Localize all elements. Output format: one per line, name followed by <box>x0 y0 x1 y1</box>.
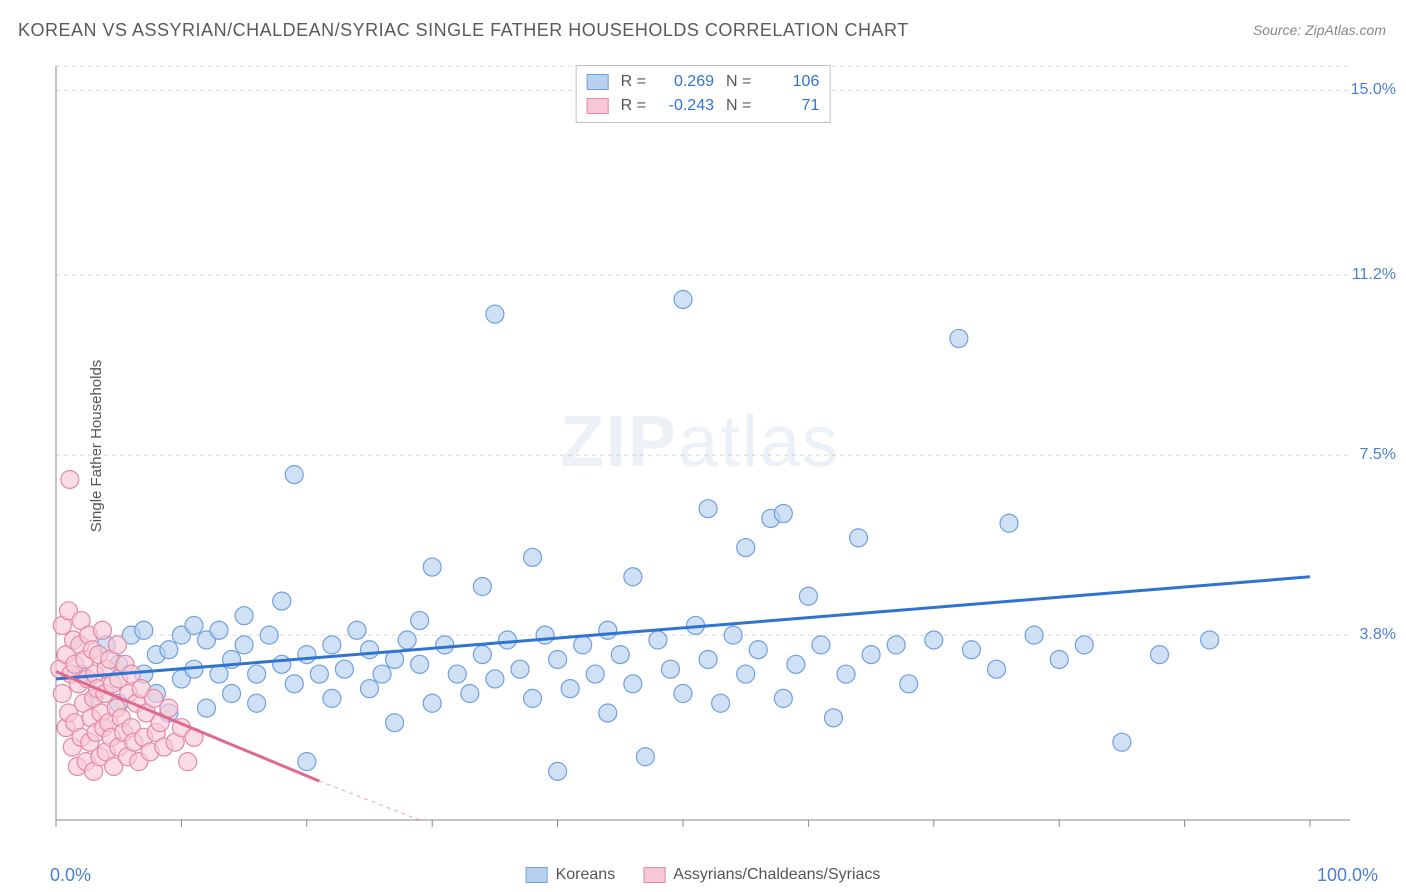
stat-label-n: N = <box>726 70 751 94</box>
stats-legend-row-2: R = -0.243 N = 71 <box>587 94 820 118</box>
scatter-chart-svg <box>50 60 1350 840</box>
chart-title: KOREAN VS ASSYRIAN/CHALDEAN/SYRIAC SINGL… <box>18 20 909 41</box>
stat-value-r-koreans: 0.269 <box>654 70 714 94</box>
stats-legend-row-1: R = 0.269 N = 106 <box>587 70 820 94</box>
legend-item-assyrians: Assyrians/Chaldeans/Syriacs <box>643 866 880 884</box>
series-swatch-assyrians <box>587 98 609 114</box>
y-tick-label: 15.0% <box>1351 81 1396 99</box>
source-attribution: Source: ZipAtlas.com <box>1253 22 1386 38</box>
y-tick-label: 7.5% <box>1360 446 1396 464</box>
stat-value-n-assyrians: 71 <box>759 94 819 118</box>
series-swatch-koreans <box>587 74 609 90</box>
y-tick-label: 11.2% <box>1352 266 1396 284</box>
legend-label-assyrians: Assyrians/Chaldeans/Syriacs <box>673 866 880 884</box>
series-legend: Koreans Assyrians/Chaldeans/Syriacs <box>526 866 881 884</box>
chart-area: ZIPatlas <box>50 60 1350 840</box>
legend-swatch-koreans <box>526 867 548 883</box>
x-axis-max-label: 100.0% <box>1317 865 1378 886</box>
stat-value-n-koreans: 106 <box>759 70 819 94</box>
y-tick-label: 3.8% <box>1360 626 1396 644</box>
stat-label-r: R = <box>621 94 646 118</box>
legend-item-koreans: Koreans <box>526 866 616 884</box>
legend-label-koreans: Koreans <box>556 866 616 884</box>
x-axis-min-label: 0.0% <box>50 865 91 886</box>
stat-label-n: N = <box>726 94 751 118</box>
stat-label-r: R = <box>621 70 646 94</box>
legend-swatch-assyrians <box>643 867 665 883</box>
stats-legend: R = 0.269 N = 106 R = -0.243 N = 71 <box>576 65 831 123</box>
stat-value-r-assyrians: -0.243 <box>654 94 714 118</box>
